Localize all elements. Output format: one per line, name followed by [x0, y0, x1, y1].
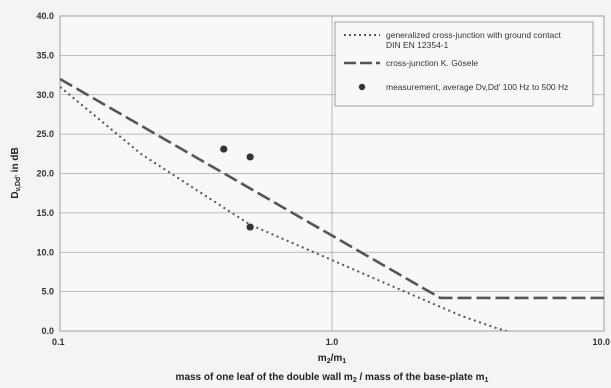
x-axis-label-b-sub: 1	[342, 358, 346, 365]
x-axis-label-a: m	[318, 353, 327, 364]
x-axis-ticks: 0.1 1.0 10.0	[52, 337, 610, 347]
x-axis-label-a-sub: 2	[327, 358, 331, 365]
x-axis-label2-sub1: 2	[353, 377, 357, 384]
y-tick-label: 0.0	[41, 326, 54, 336]
series-layer	[60, 77, 604, 331]
y-axis-label: Dv,Dd' in dB	[10, 147, 22, 198]
y-tick-label: 20.0	[36, 169, 54, 179]
measurement-point	[220, 145, 228, 153]
y-tick-label: 40.0	[36, 11, 54, 21]
x-tick-label: 10.0	[592, 337, 610, 347]
legend-entry-1-line2: DIN EN 12354-1	[386, 40, 449, 50]
legend-swatch-marker	[358, 83, 366, 91]
x-axis-label-line2: mass of one leaf of the double wall m2 /…	[176, 372, 489, 384]
y-axis-label-main: D	[10, 191, 21, 198]
y-axis-label-rest: in dB	[10, 147, 21, 175]
x-axis-label-sep: /m	[331, 353, 343, 364]
legend-entry-2: cross-junction K. Gösele	[386, 58, 478, 68]
y-axis-label-sub: v,Dd'	[15, 175, 22, 192]
y-tick-label: 25.0	[36, 129, 54, 139]
series-line-generalized	[60, 86, 510, 331]
y-tick-label: 35.0	[36, 50, 54, 60]
x-tick-label: 0.1	[52, 337, 65, 347]
y-tick-label: 15.0	[36, 208, 54, 218]
measurement-point	[246, 153, 254, 161]
legend-entry-1-line1: generalized cross-junction with ground c…	[386, 30, 561, 40]
y-axis-ticks: 0.0 5.0 10.0 15.0 20.0 25.0 30.0 35.0 40.0	[36, 11, 54, 336]
y-tick-label: 10.0	[36, 247, 54, 257]
legend-entry-3: measurement, average Dv,Dd' 100 Hz to 50…	[386, 82, 568, 92]
x-tick-label: 1.0	[326, 337, 339, 347]
y-tick-label: 30.0	[36, 90, 54, 100]
x-axis-label2-sub2: 1	[485, 377, 489, 384]
legend: generalized cross-junction with ground c…	[334, 21, 594, 107]
x-axis-label-line1: m2/m1	[318, 353, 346, 365]
series-line-goesele	[60, 77, 604, 300]
x-axis-label2-text2: / mass of the base-plate m	[357, 372, 485, 383]
y-tick-label: 5.0	[41, 287, 54, 297]
measurement-point	[246, 223, 254, 231]
x-axis-label2-text1: mass of one leaf of the double wall m	[176, 372, 353, 383]
